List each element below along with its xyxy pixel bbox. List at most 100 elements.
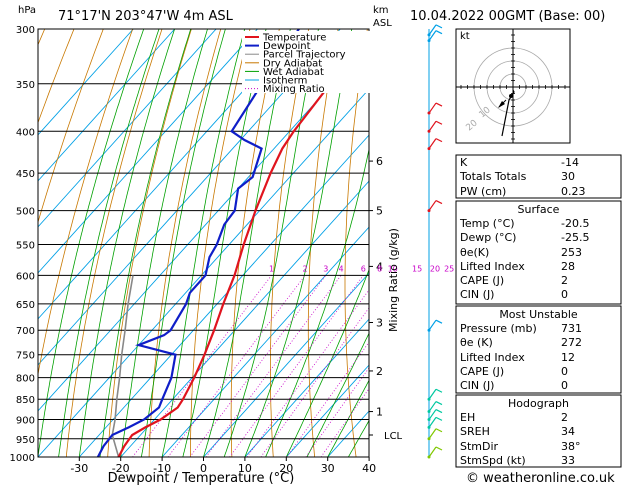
- surface-dewp-row: Dewp (°C) -25.5: [456, 231, 621, 245]
- wet-adiabat-line: [306, 332, 369, 457]
- pressure-tick-label: 350: [16, 80, 35, 91]
- temperature-tick-label: 0: [200, 462, 207, 475]
- totals-totals-row: Totals Totals 30: [456, 170, 621, 184]
- isotherm-line: [38, 29, 134, 136]
- height-km-label: 5: [376, 205, 383, 218]
- isotherm-line: [244, 318, 369, 457]
- isotherm-line: [38, 29, 300, 320]
- hpa-unit-label: hPa: [18, 5, 36, 16]
- mixing-ratio-value-label: 10: [388, 264, 398, 273]
- temperature-tick-label: -10: [153, 462, 171, 475]
- mixing-ratio-line: [320, 387, 369, 457]
- surface-li-row: Lifted Index 28: [456, 260, 621, 274]
- copyright-footer: © weatheronline.co.uk: [466, 471, 615, 486]
- surface-li-label: Lifted Index: [460, 259, 525, 273]
- totals-totals-label: Totals Totals: [460, 170, 527, 184]
- legend-entry: Wet Adiabat: [263, 67, 324, 78]
- isotherm-line: [38, 29, 258, 274]
- pw-row: PW (cm) 0.23: [456, 185, 621, 199]
- dry-adiabat-line: [38, 29, 75, 124]
- dry-adiabat-line: [0, 29, 15, 457]
- hodograph-mean-marker: [509, 94, 513, 98]
- wind-barb: [428, 401, 437, 412]
- wind-barb-dot: [427, 39, 431, 43]
- wind-barb: [428, 24, 437, 36]
- mu-cape-row: CAPE (J) 0: [456, 365, 621, 379]
- wet-adiabat-line: [78, 29, 175, 457]
- wind-barb-dot: [427, 410, 431, 414]
- wind-barb: [428, 409, 437, 420]
- surface-cape-label: CAPE (J): [460, 274, 505, 288]
- asl-unit-label: ASL: [373, 18, 392, 29]
- surface-temp-row: Temp (°C) -20.5: [456, 217, 621, 231]
- wind-barb-flag: [435, 446, 443, 451]
- mixing-ratio-value-label: 8: [377, 264, 382, 273]
- isotherm-line: [38, 29, 341, 366]
- surface-cape-value: 2: [561, 274, 568, 288]
- wind-barb-flag: [435, 24, 443, 29]
- wet-adiabat-line: [327, 379, 369, 457]
- wind-barb-dot: [427, 397, 431, 401]
- dry-adiabat-line: [148, 29, 222, 457]
- mu-cape-value: 0: [561, 364, 568, 378]
- mixing-ratio-value-label: 20: [430, 264, 440, 273]
- wind-barb-dot: [427, 209, 431, 213]
- height-km-label: 3: [376, 317, 383, 330]
- stmdir-row: StmDir 38°: [456, 440, 621, 454]
- wind-barb: [428, 200, 437, 211]
- temperature-tick-label: 40: [362, 462, 376, 475]
- pressure-tick-label: 1000: [10, 453, 35, 464]
- isotherm-line: [78, 134, 369, 457]
- dry-adiabat-line: [38, 29, 104, 224]
- legend-entry: Isotherm: [263, 76, 307, 87]
- stmspd-label: StmSpd (kt): [460, 453, 526, 467]
- isotherm-line: [285, 364, 369, 457]
- wind-barb-flag: [435, 409, 443, 414]
- surface-cin-row: CIN (J) 0: [456, 288, 621, 302]
- mu-pressure-value: 731: [561, 322, 582, 335]
- mu-thetae-value: 272: [561, 336, 582, 350]
- pressure-tick-label: 800: [16, 374, 35, 385]
- wind-barb: [428, 319, 437, 331]
- mu-thetae-label: θe (K): [460, 336, 493, 350]
- pressure-tick-label: 900: [16, 416, 35, 427]
- dewpoint-profile-line: [96, 29, 300, 457]
- pw-label: PW (cm): [460, 184, 507, 198]
- wind-barb-dot: [427, 328, 431, 332]
- x-axis-title: Dewpoint / Temperature (°C): [108, 471, 295, 486]
- mu-cape-label: CAPE (J): [460, 364, 505, 378]
- mixing-ratio-line: [189, 275, 327, 457]
- wet-adiabat-line: [182, 29, 267, 457]
- eh-value: 2: [561, 411, 568, 424]
- mixing-ratio-axis-title: Mixing Ratio (g/kg): [387, 228, 400, 332]
- surface-cape-row: CAPE (J) 2: [456, 274, 621, 288]
- surface-title: Surface: [517, 203, 560, 216]
- totals-totals-value: 30: [561, 170, 575, 184]
- surface-dewp-label: Dewp (°C): [460, 231, 517, 245]
- eh-row: EH 2: [456, 411, 621, 425]
- mixing-ratio-value-label: 1: [269, 264, 274, 273]
- mixing-ratio-value-label: 15: [412, 264, 422, 273]
- wind-barb-flag: [435, 120, 443, 125]
- wind-barb-flag: [435, 102, 443, 107]
- hodograph-stats-box: [455, 394, 622, 468]
- mu-thetae-row: θe (K) 272: [456, 336, 621, 350]
- dry-adiabat-line: [415, 29, 439, 457]
- mu-cin-label: CIN (J): [460, 379, 495, 393]
- surface-temp-value: -20.5: [561, 217, 590, 230]
- temperature-tick-label: 10: [238, 462, 252, 475]
- wind-barb-flag: [435, 319, 443, 324]
- hodograph-stats-title: Hodograph: [508, 397, 569, 410]
- isotherm-line: [38, 88, 369, 457]
- surface-thetae-label: θe(K): [460, 245, 490, 259]
- wind-barb: [428, 120, 437, 132]
- mixing-ratio-line: [260, 307, 369, 457]
- most-unstable-box: [455, 305, 622, 394]
- pressure-tick-label: 650: [16, 300, 35, 311]
- wind-barb-flag: [435, 138, 443, 143]
- pressure-tick-label: 550: [16, 240, 35, 251]
- wind-barb-dot: [427, 129, 431, 133]
- parcel-trajectory-line: [111, 275, 134, 457]
- wind-barb-dot: [427, 437, 431, 441]
